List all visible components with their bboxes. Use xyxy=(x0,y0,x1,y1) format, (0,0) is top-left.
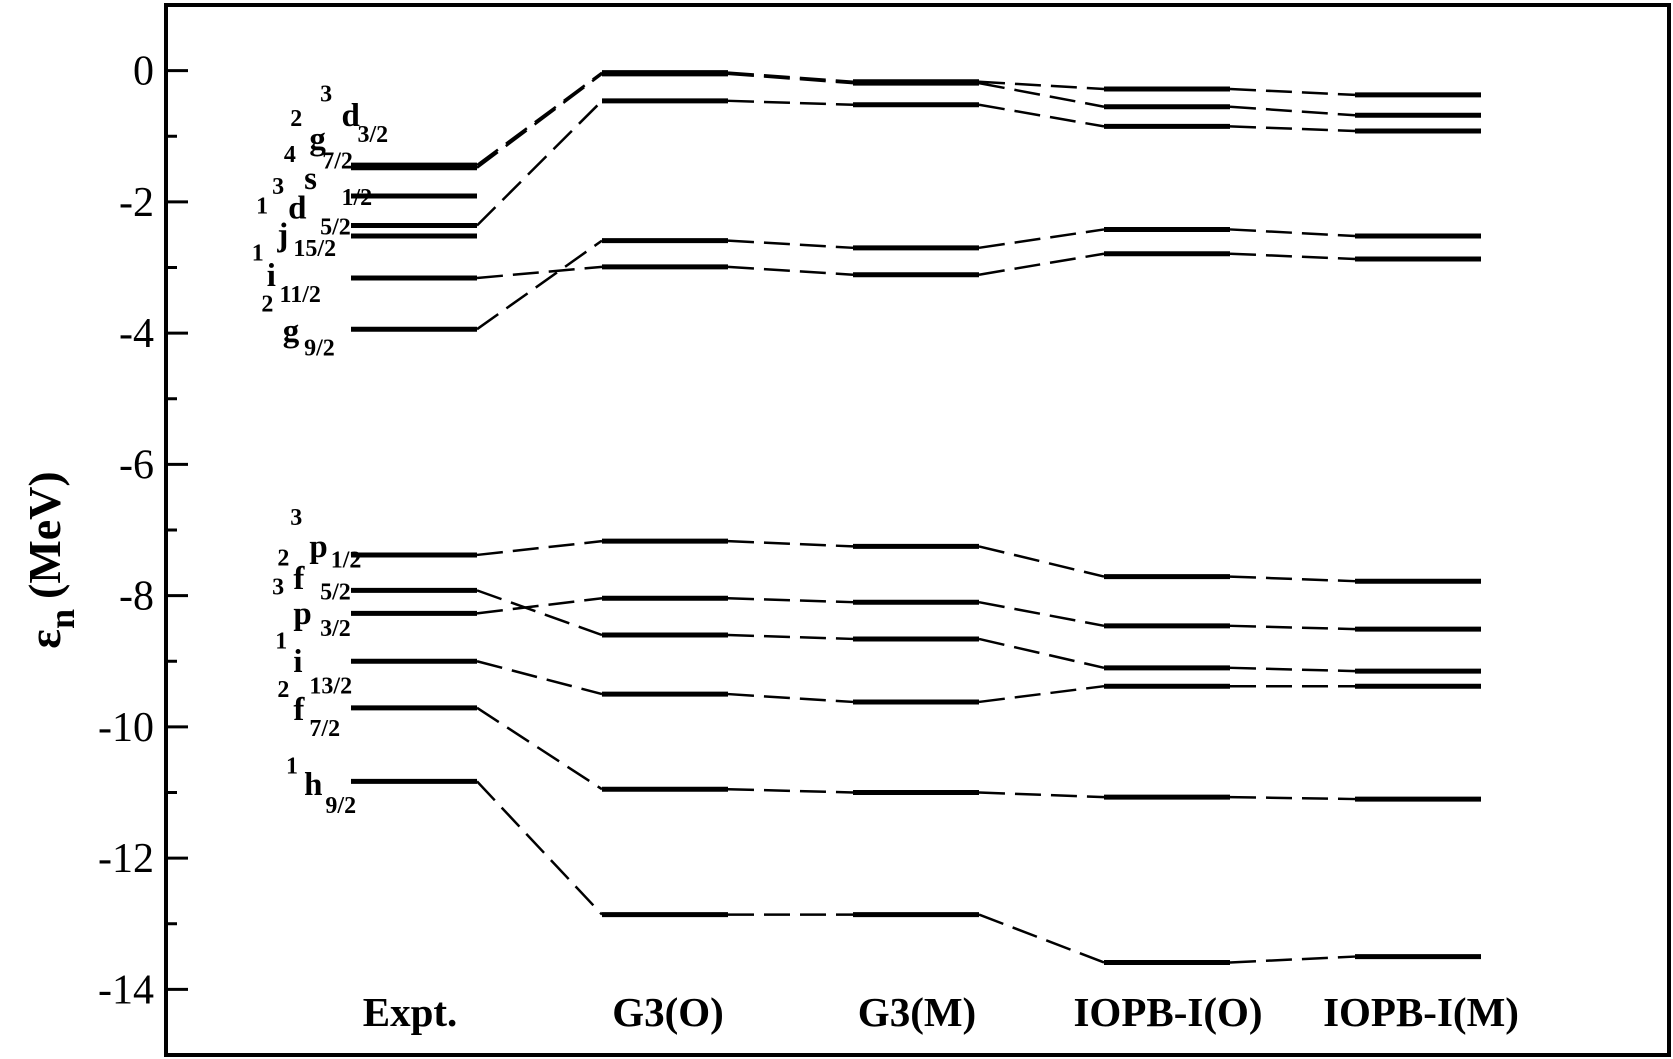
level-label-n: 3 xyxy=(272,174,284,200)
level-label-j: 11/2 xyxy=(280,282,321,308)
category-label: G3(O) xyxy=(612,989,724,1035)
y-tick-label: -12 xyxy=(98,836,154,882)
level-connector xyxy=(1229,228,1356,238)
level-connector xyxy=(978,80,1105,91)
level-connector xyxy=(727,692,854,704)
level-connector xyxy=(476,265,603,280)
level-connector xyxy=(978,545,1105,578)
level-connector xyxy=(476,539,603,557)
y-label-sub: n xyxy=(42,609,82,629)
level-connector xyxy=(727,71,854,84)
level-connector xyxy=(727,99,854,106)
level-label-l: h xyxy=(304,767,322,803)
level-label-l: i xyxy=(267,258,276,294)
level-label-n: 3 xyxy=(272,574,284,600)
level-connector xyxy=(978,684,1105,704)
level-connector xyxy=(476,239,603,331)
level-connector xyxy=(727,597,854,604)
level-label-n: 1 xyxy=(252,240,264,266)
level-label-j: 9/2 xyxy=(304,335,335,361)
y-axis-label: εn (MeV) xyxy=(19,471,82,648)
level-connector xyxy=(476,597,603,615)
level-connector xyxy=(978,228,1105,250)
level-label-j: 7/2 xyxy=(309,716,340,742)
level-label-n: 1 xyxy=(286,754,298,780)
level-label-j: 13/2 xyxy=(309,674,352,700)
level-connector xyxy=(978,637,1105,670)
level-label-j: 1/2 xyxy=(341,185,372,211)
level-label-l: d xyxy=(341,98,359,134)
level-connector xyxy=(978,600,1105,628)
level-connector xyxy=(1229,125,1356,133)
level-label-l: p xyxy=(309,529,327,565)
level-connector xyxy=(727,539,854,548)
level-connector xyxy=(727,633,854,641)
level-label-j: 5/2 xyxy=(320,580,351,606)
level-label-j: 9/2 xyxy=(325,793,356,819)
level-label-j: 1/2 xyxy=(331,548,362,574)
level-connector xyxy=(1229,87,1356,97)
level-connector xyxy=(727,72,854,85)
level-label-j: 15/2 xyxy=(293,236,336,262)
level-label-n: 2 xyxy=(277,677,289,703)
level-label-l: i xyxy=(293,644,302,680)
level-connector xyxy=(1229,795,1356,801)
y-tick-label: -6 xyxy=(119,442,154,488)
level-label-n: 2 xyxy=(261,292,273,318)
level-label-j: 3/2 xyxy=(357,122,388,148)
level-connector xyxy=(476,72,603,169)
level-connector xyxy=(727,787,854,794)
level-label-n: 4 xyxy=(284,142,296,168)
category-label: IOPB-I(M) xyxy=(1323,989,1519,1035)
level-label-j: 7/2 xyxy=(322,149,353,175)
level-label-j: 5/2 xyxy=(320,215,351,241)
level-label-l: p xyxy=(293,596,311,632)
level-label-n: 3 xyxy=(290,505,302,531)
level-label-l: d xyxy=(288,191,306,227)
level-connector xyxy=(1229,624,1356,631)
level-label-n: 2 xyxy=(290,106,302,132)
level-label-n: 1 xyxy=(256,193,268,219)
y-tick-label: -10 xyxy=(98,705,154,751)
y-tick-label: -4 xyxy=(119,311,154,357)
level-connector xyxy=(1229,955,1356,964)
level-connector xyxy=(978,791,1105,799)
category-label: G3(M) xyxy=(858,989,976,1035)
level-label-l: j xyxy=(276,217,288,253)
level-label-l: f xyxy=(293,561,305,597)
y-label-symbol: ε xyxy=(19,629,70,649)
level-label-l: g xyxy=(309,121,326,157)
level-connector xyxy=(978,913,1105,964)
level-connector xyxy=(978,252,1105,276)
level-connector xyxy=(1229,252,1356,261)
level-connector xyxy=(476,99,603,227)
level-label-l: g xyxy=(283,313,300,349)
level-connector xyxy=(978,103,1105,128)
y-tick-label: -2 xyxy=(119,180,154,226)
level-connector xyxy=(978,81,1105,108)
level-label-n: 1 xyxy=(275,629,287,655)
category-label: Expt. xyxy=(363,989,458,1035)
category-label: IOPB-I(O) xyxy=(1073,989,1262,1035)
level-connector xyxy=(1229,666,1356,673)
level-connector xyxy=(727,265,854,276)
level-connector xyxy=(476,589,603,637)
level-connector xyxy=(727,239,854,250)
plot-frame xyxy=(164,3,1671,1057)
y-tick-label: 0 xyxy=(133,49,154,95)
y-label-unit: (MeV) xyxy=(19,471,70,599)
y-tick-label: -14 xyxy=(98,967,154,1013)
y-tick-label: -8 xyxy=(119,574,154,620)
level-connector xyxy=(476,660,603,696)
level-connector xyxy=(476,706,603,791)
level-label-n: 2 xyxy=(277,546,289,572)
level-connector xyxy=(476,780,603,916)
level-label-l: s xyxy=(304,161,317,197)
level-label-n: 3 xyxy=(320,81,332,107)
level-label-j: 3/2 xyxy=(320,616,351,642)
level-connector xyxy=(1229,105,1356,117)
level-label-l: f xyxy=(293,692,305,728)
level-connector xyxy=(1229,575,1356,583)
